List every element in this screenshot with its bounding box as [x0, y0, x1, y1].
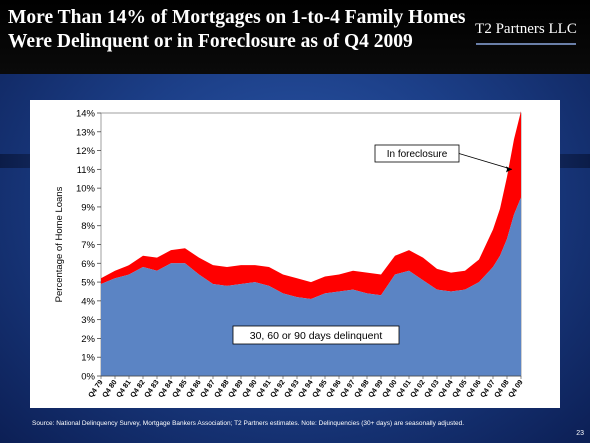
y-tick-label: 3% [81, 315, 95, 326]
y-tick-label: 9% [81, 202, 95, 213]
y-axis-label: Percentage of Home Loans [54, 186, 65, 302]
logo-text: T2 Partners LLC [475, 21, 577, 37]
company-logo: T2 Partners LLC [470, 18, 582, 56]
y-tick-label: 8% [81, 221, 95, 232]
annotation-foreclosure-label: In foreclosure [387, 149, 448, 160]
y-tick-label: 4% [81, 296, 95, 307]
title-line-1: More Than 14% of Mortgages on 1-to-4 Fam… [8, 7, 466, 28]
page-number: 23 [576, 430, 584, 437]
series-foreclosure-area [101, 111, 521, 299]
annotation-delinquent-box [232, 325, 400, 345]
y-tick-label: 6% [81, 259, 95, 270]
y-tick-label: 1% [81, 353, 95, 364]
annotation-foreclosure-arrowhead [506, 166, 512, 173]
mortgage-delinquency-chart: 0% 1% 2% 3% 4% 5% 6% 7% 8% 9% 10% 11% 12% 13% 14% Perce… [54, 109, 525, 400]
y-tick-label: 7% [81, 240, 95, 251]
series-delinquent-area [101, 197, 521, 376]
y-tick-label: 13% [76, 127, 96, 138]
logo-rule [476, 43, 576, 45]
y-tick-label: 2% [81, 334, 95, 345]
y-tick-label: 14% [76, 109, 96, 120]
chart-area: 0% 1% 2% 3% 4% 5% 6% 7% 8% 9% 10% 11% 12% 13% 14% Perce… [30, 100, 560, 408]
y-tick-label: 12% [76, 146, 96, 157]
source-note: Source: National Delinquency Survey, Mor… [32, 420, 465, 427]
annotation-foreclosure-arrow [458, 153, 513, 170]
y-tick-label: 0% [81, 372, 95, 383]
y-tick-label: 10% [76, 184, 96, 195]
annotation-delinquent-label: 30, 60 or 90 days delinquent [250, 330, 383, 342]
y-tick-label: 11% [77, 165, 96, 176]
title-line-2: Were Delinquent or in Foreclosure as of … [8, 31, 413, 52]
x-tick-label: Q4 09 [506, 378, 525, 399]
slide-title: More Than 14% of Mortgages on 1-to-4 Fam… [8, 6, 478, 54]
slide-header: More Than 14% of Mortgages on 1-to-4 Fam… [0, 0, 590, 74]
y-tick-label: 5% [81, 278, 95, 289]
